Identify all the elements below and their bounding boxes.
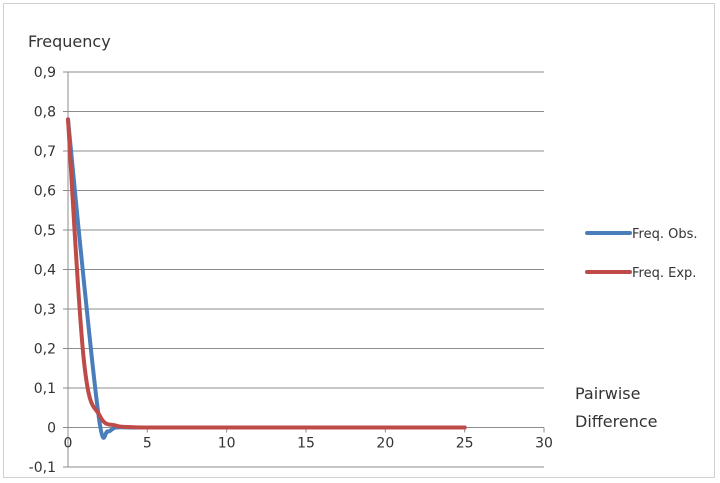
x-axis-title-line-1: Pairwise <box>575 384 640 403</box>
y-tick-label: 0,4 <box>34 263 56 279</box>
y-axis-title: Frequency <box>28 32 111 51</box>
y-tick-label: 0,9 <box>34 65 56 81</box>
series-line-freq-obs <box>66 117 467 440</box>
x-axis-title-line-2: Difference <box>575 412 657 431</box>
y-tick-label: 0 <box>47 421 56 437</box>
y-tick-label: -0,1 <box>29 460 56 476</box>
data-series <box>66 117 467 440</box>
chart-frame: Frequency -0,1 0 0,1 0,2 0,3 0,4 0,5 0,6 0,7 0,8 0… <box>3 3 715 478</box>
legend-label: Freq. Obs. <box>632 227 698 242</box>
x-tick-label: 30 <box>535 436 553 452</box>
x-tick-label: 15 <box>297 436 315 452</box>
y-tick-label: 0,2 <box>34 342 56 358</box>
series-line-freq-exp <box>66 117 467 430</box>
y-tick-label: 0,5 <box>34 223 56 239</box>
y-tick-label: 0,3 <box>34 302 56 318</box>
legend-item-freq-obs: Freq. Obs. <box>585 227 698 242</box>
x-tick-label: 25 <box>456 436 474 452</box>
y-tick-label: 0,8 <box>34 105 56 121</box>
y-tick-label: 0,6 <box>34 184 56 200</box>
x-tick-labels: 0 5 10 15 20 25 30 <box>64 436 553 452</box>
x-tick-label: 10 <box>218 436 236 452</box>
legend-label: Freq. Exp. <box>632 266 696 281</box>
y-tick-label: 0,1 <box>34 381 56 397</box>
legend: Freq. Obs. Freq. Exp. <box>585 227 698 281</box>
line-chart: Frequency -0,1 0 0,1 0,2 0,3 0,4 0,5 0,6 0,7 0,8 0… <box>28 32 698 476</box>
gridlines <box>68 71 544 468</box>
x-axis-title: Pairwise Difference <box>575 384 657 431</box>
y-tick-label: 0,7 <box>34 144 56 160</box>
x-tick-label: 0 <box>64 436 73 452</box>
x-tick-label: 20 <box>376 436 394 452</box>
y-tick-labels: -0,1 0 0,1 0,2 0,3 0,4 0,5 0,6 0,7 0,8 0,9 <box>29 65 56 476</box>
x-tick-label: 5 <box>143 436 152 452</box>
legend-item-freq-exp: Freq. Exp. <box>585 266 696 281</box>
